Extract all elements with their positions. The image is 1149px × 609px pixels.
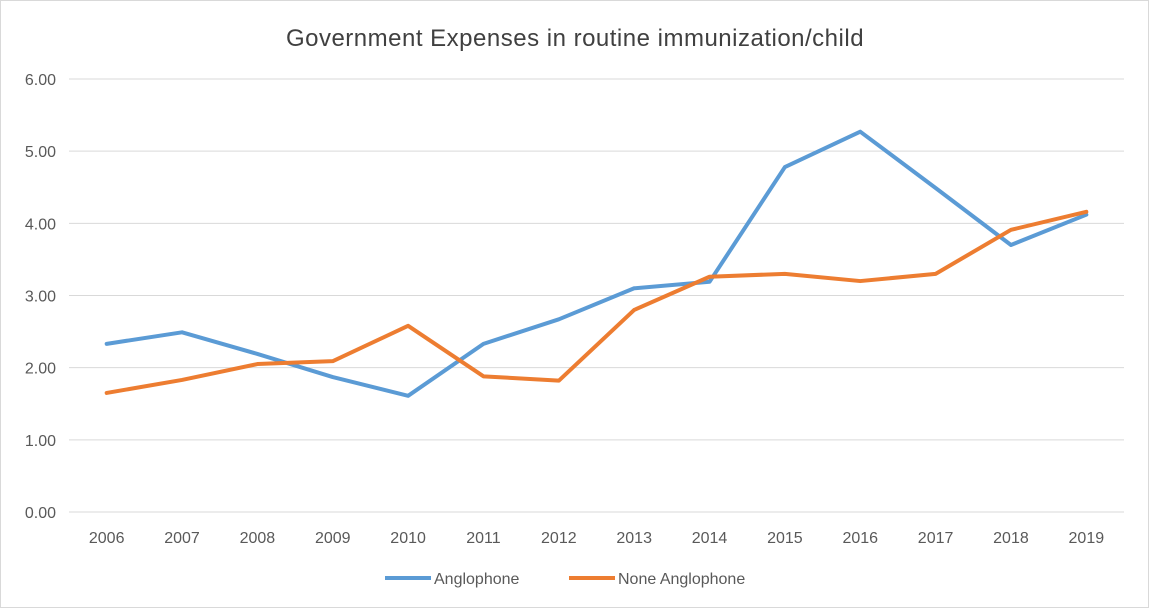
- x-tick-label: 2017: [918, 530, 954, 547]
- legend: Anglophone None Anglophone: [385, 571, 745, 588]
- x-tick-label: 2018: [993, 530, 1029, 547]
- series-line-anglophone: [104, 129, 1089, 398]
- series-line-none-anglophone: [104, 209, 1089, 395]
- x-tick-label: 2019: [1069, 530, 1105, 547]
- y-axis-ticks: 0.00 1.00 2.00 3.00 4.00 5.00 6.00: [25, 72, 56, 522]
- x-tick-label: 2013: [616, 530, 652, 547]
- x-tick-label: 2007: [164, 530, 200, 547]
- x-tick-label: 2015: [767, 530, 803, 547]
- x-tick-label: 2009: [315, 530, 351, 547]
- x-tick-label: 2011: [466, 530, 501, 547]
- x-tick-label: 2010: [390, 530, 426, 547]
- x-tick-label: 2012: [541, 530, 577, 547]
- y-tick-label: 0.00: [25, 505, 56, 522]
- legend-label: Anglophone: [434, 571, 520, 588]
- gridlines: [69, 78, 1124, 513]
- y-tick-label: 6.00: [25, 72, 56, 89]
- y-tick-label: 3.00: [25, 289, 56, 306]
- x-tick-label: 2016: [842, 530, 878, 547]
- x-axis-ticks: 2006 2007 2008 2009 2010 2011 2012 2013 2014 2015…: [89, 530, 1104, 547]
- y-tick-label: 1.00: [25, 433, 56, 450]
- chart-title: Government Expenses in routine immunizat…: [286, 25, 864, 52]
- x-tick-label: 2008: [240, 530, 276, 547]
- x-tick-label: 2006: [89, 530, 125, 547]
- series-lines: [104, 129, 1089, 398]
- y-tick-label: 5.00: [25, 144, 56, 161]
- legend-label: None Anglophone: [618, 571, 745, 588]
- y-tick-label: 2.00: [25, 361, 56, 378]
- y-tick-label: 4.00: [25, 216, 56, 233]
- x-tick-label: 2014: [692, 530, 728, 547]
